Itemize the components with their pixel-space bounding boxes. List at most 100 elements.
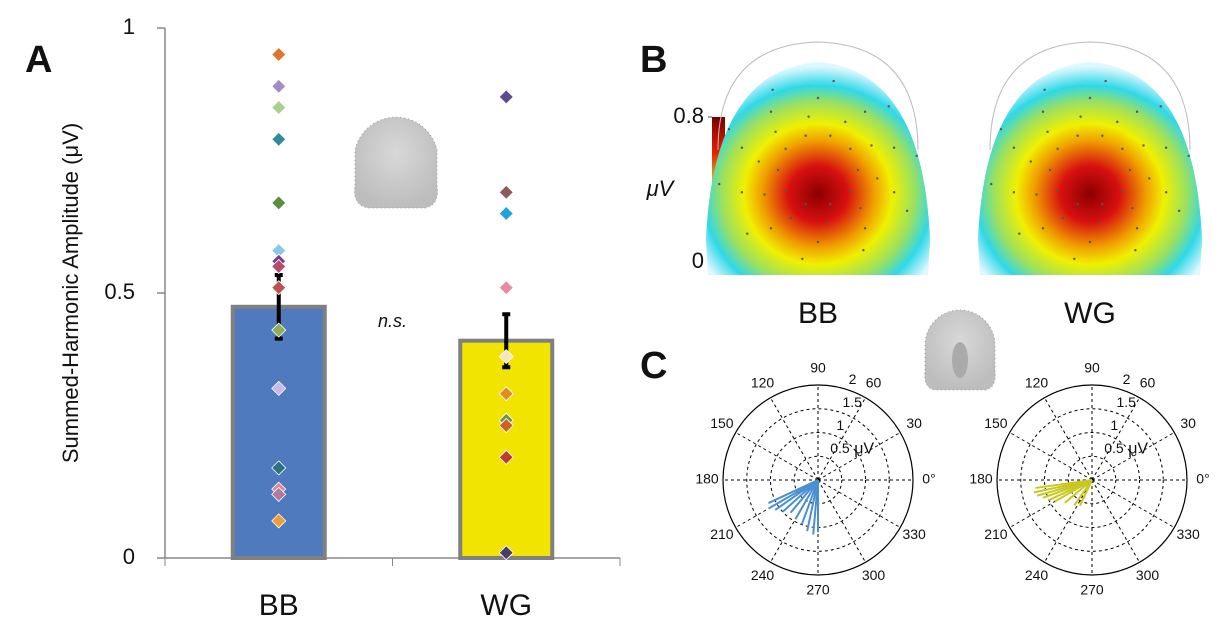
electrode	[1121, 190, 1123, 192]
electrode	[1042, 111, 1044, 113]
angle-tick-label: 30	[906, 415, 922, 431]
electrode	[1089, 97, 1091, 99]
electrode	[1116, 121, 1118, 123]
data-point	[272, 132, 286, 146]
angle-tick-label: 30	[1180, 415, 1196, 431]
electrode	[1079, 115, 1081, 117]
angle-tick-label: 150	[710, 415, 734, 431]
electrode	[870, 144, 872, 146]
polar-spoke	[736, 433, 818, 481]
electrode	[817, 241, 819, 243]
colorbar-label: μV	[646, 176, 676, 201]
angle-tick-label: 180	[969, 471, 993, 487]
r-tick-label: 1	[836, 417, 844, 433]
electrode	[1043, 89, 1045, 91]
electrode	[1076, 135, 1078, 137]
electrode	[1098, 222, 1100, 224]
y-tick-label: 0.5	[104, 279, 135, 304]
map-label: WG	[1064, 297, 1116, 330]
polar-spoke	[1010, 433, 1092, 481]
electrode	[784, 190, 786, 192]
electrode	[1049, 169, 1051, 171]
x-tick-label: WG	[480, 589, 532, 622]
electrode	[728, 128, 730, 130]
electrode	[1178, 210, 1180, 212]
electrode	[746, 232, 748, 234]
electrode	[790, 217, 792, 219]
electrode	[990, 183, 992, 185]
electrode	[1104, 80, 1106, 82]
angle-tick-label: 210	[984, 526, 1008, 542]
electrode	[741, 191, 743, 193]
x-tick-label: BB	[259, 589, 299, 622]
roi	[952, 342, 968, 378]
electrode	[784, 148, 786, 150]
angle-tick-label: 300	[1136, 567, 1160, 583]
electrode	[1035, 193, 1037, 195]
electrode	[1136, 111, 1138, 113]
electrode	[876, 177, 878, 179]
r-tick-label: 1.5	[1117, 394, 1137, 410]
electrode	[1042, 227, 1044, 229]
electrode	[770, 111, 772, 113]
electrode	[1188, 155, 1190, 157]
electrode	[1160, 105, 1162, 107]
electrode	[1062, 217, 1064, 219]
angle-tick-label: 90	[1084, 360, 1100, 376]
electrode	[888, 105, 890, 107]
electrode	[1165, 147, 1167, 149]
electrode	[1129, 169, 1131, 171]
electrode	[763, 193, 765, 195]
electrode	[741, 147, 743, 149]
electrode	[829, 135, 831, 137]
electrode	[1073, 258, 1075, 260]
angle-tick-label: 270	[806, 582, 830, 598]
electrode	[804, 203, 806, 205]
angle-tick-label: 120	[1025, 375, 1049, 391]
electrode	[1013, 191, 1015, 193]
angle-tick-label: 240	[1025, 567, 1049, 583]
angle-tick-label: 300	[862, 567, 886, 583]
electrode	[1131, 207, 1133, 209]
angle-tick-label: 0°	[1196, 471, 1209, 487]
electrode	[771, 89, 773, 91]
electrode	[1136, 227, 1138, 229]
y-tick-label: 1	[123, 14, 135, 39]
electrode	[1148, 177, 1150, 179]
electrode	[916, 155, 918, 157]
bar	[460, 341, 552, 558]
angle-tick-label: 120	[751, 375, 775, 391]
electrode	[1142, 144, 1144, 146]
electrode	[1101, 135, 1103, 137]
electrode	[770, 227, 772, 229]
electrode	[1101, 203, 1103, 205]
electrode	[829, 203, 831, 205]
electrode	[1121, 148, 1123, 150]
y-axis-label: Summed-Harmonic Amplitude (μV)	[58, 123, 83, 463]
electrode	[801, 258, 803, 260]
data-point	[499, 185, 513, 199]
electrode	[777, 169, 779, 171]
electrode	[849, 148, 851, 150]
annotation: n.s.	[378, 311, 407, 331]
map-label: BB	[798, 297, 838, 330]
electrode	[864, 227, 866, 229]
r-tick-label: 1.5	[843, 394, 863, 410]
polar-plot: 0.5μV11.520°3060901201501802102402703003…	[969, 360, 1209, 598]
electrode	[906, 210, 908, 212]
panel-label: C	[640, 345, 667, 387]
electrode	[804, 135, 806, 137]
r-tick-label: 2	[1123, 371, 1131, 387]
angle-tick-label: 330	[1176, 526, 1200, 542]
electrode	[859, 207, 861, 209]
electrode	[1056, 148, 1058, 150]
data-point	[272, 79, 286, 93]
electrode	[1013, 147, 1015, 149]
angle-tick-label: 60	[1140, 375, 1156, 391]
electrode	[1134, 249, 1136, 251]
angle-tick-label: 270	[1080, 582, 1104, 598]
colorbar-tick-label: 0	[692, 248, 704, 273]
electrode	[1165, 191, 1167, 193]
angle-tick-label: 0°	[922, 471, 935, 487]
electrode	[1000, 128, 1002, 130]
